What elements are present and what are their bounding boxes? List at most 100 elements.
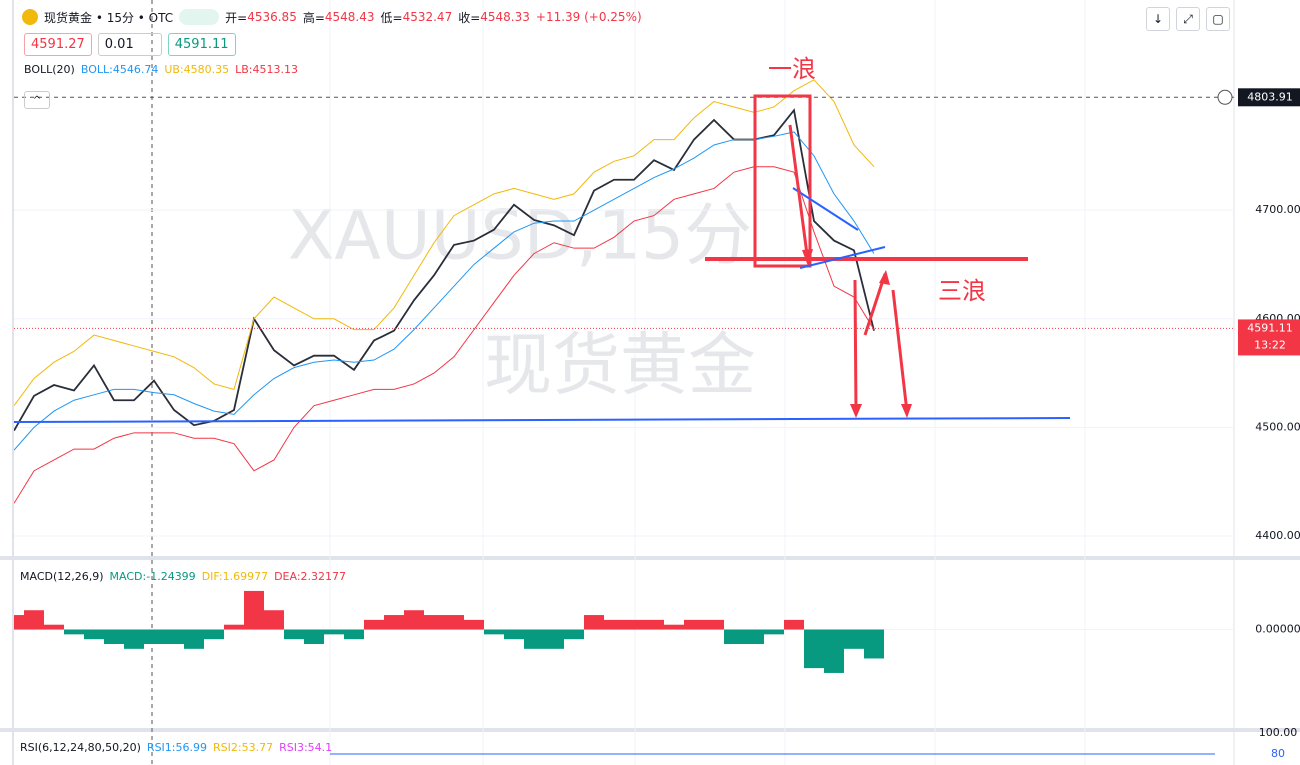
ohlc-value: 4536.85 xyxy=(247,10,297,24)
series-line xyxy=(14,131,875,451)
last-price: 4591.11 xyxy=(1247,321,1293,334)
price-pane xyxy=(14,79,1234,537)
drawings xyxy=(13,94,1071,423)
y-tick-label: 4500.00 xyxy=(1255,420,1300,433)
histogram-bar xyxy=(784,619,804,630)
histogram-bar xyxy=(14,615,24,630)
histogram-bar xyxy=(104,629,124,644)
legend-text: UB:4580.35 xyxy=(164,63,230,76)
last-price-tag xyxy=(1238,319,1300,356)
macd-legend: MACD(12,26,9) MACD:-1.24399 DIF:1.69977 … xyxy=(20,570,352,583)
y-tick-label: 100.00 xyxy=(1259,726,1298,739)
histogram-bar xyxy=(764,629,784,635)
crosshair-price: 4803.91 xyxy=(1247,90,1293,103)
y-tick-label: 4400.00 xyxy=(1255,529,1300,542)
ohlc-value: 4532.47 xyxy=(402,10,453,24)
histogram-bar xyxy=(124,629,144,649)
crosshair-plus xyxy=(1217,89,1233,105)
quantity-input[interactable]: 0.01 xyxy=(97,33,162,56)
histogram-bar xyxy=(384,615,404,630)
ohlc-label: 开= xyxy=(225,10,248,25)
left-border xyxy=(12,0,14,765)
histogram-bar xyxy=(664,624,684,630)
countdown: 13:22 xyxy=(1254,338,1286,351)
legend-text: LB:4513.13 xyxy=(235,63,298,76)
status-pill xyxy=(179,9,220,25)
macd-pane xyxy=(14,590,1234,673)
trade-row: 4591.27 0.01 4591.11 xyxy=(24,33,242,56)
histogram-bar xyxy=(44,624,64,630)
histogram-bar xyxy=(524,629,544,649)
legend-text: MACD(12,26,9) xyxy=(20,570,104,583)
legend-text: DEA:2.32177 xyxy=(274,570,347,583)
series-line xyxy=(14,166,875,504)
histogram-bar xyxy=(284,629,304,640)
histogram-bar xyxy=(224,624,244,630)
download-button[interactable]: ↓ xyxy=(1146,7,1170,31)
annotation: 三浪 xyxy=(938,277,986,305)
boll-legend: BOLL(20) BOLL:4546.74 UB:4580.35 LB:4513… xyxy=(24,63,304,76)
y-tick-label: 4700.00 xyxy=(1255,203,1300,216)
ohlc-label: 收= xyxy=(458,10,481,25)
histogram-bar xyxy=(824,629,844,673)
histogram-bar xyxy=(164,629,184,644)
ohlc-label: 低= xyxy=(380,10,403,25)
ohlc-value: 4548.33 xyxy=(480,10,530,24)
ohlc-label: 高= xyxy=(302,10,325,25)
header-row: 现货黄金 • 15分 • OTC 开= 4536.85 高= 4548.43 低= 4… xyxy=(22,8,648,26)
histogram-bar xyxy=(864,629,884,659)
histogram-bar xyxy=(804,629,824,669)
legend-text: RSI(6,12,24,80,50,20) xyxy=(20,741,141,754)
legend-text: RSI3:54.1 xyxy=(279,741,333,754)
histogram-bar xyxy=(24,610,44,630)
histogram-bar xyxy=(644,619,664,630)
histogram-bar xyxy=(84,629,104,640)
histogram-bar xyxy=(64,629,84,635)
legend-text: RSI2:53.77 xyxy=(213,741,274,754)
histogram-bar xyxy=(724,629,744,644)
pane-separator xyxy=(0,728,1300,732)
legend-text: BOLL:4546.74 xyxy=(80,63,159,76)
histogram-bar xyxy=(244,590,264,630)
series-line xyxy=(14,108,875,432)
histogram-bar xyxy=(184,629,204,649)
histogram-bar xyxy=(544,629,564,649)
legend-text: DIF:1.69977 xyxy=(201,570,269,583)
histogram-bar xyxy=(264,610,284,630)
legend-text: RSI1:56.99 xyxy=(146,741,207,754)
y-tick-label: 80 xyxy=(1271,747,1285,760)
fullscreen-button[interactable]: ⤢ xyxy=(1176,7,1200,31)
collapse-button[interactable]: ^ xyxy=(24,91,50,109)
y-tick-label: 0.00000 xyxy=(1255,623,1300,636)
histogram-bar xyxy=(204,629,224,640)
histogram-bar xyxy=(364,619,384,630)
vertical-grid xyxy=(329,0,1086,765)
histogram-bar xyxy=(304,629,324,644)
series-line xyxy=(14,79,875,406)
histogram-bar xyxy=(324,629,344,635)
pane-separator xyxy=(0,556,1300,560)
histogram-bar xyxy=(564,629,584,640)
histogram-bar xyxy=(464,619,484,630)
window-button[interactable]: ▢ xyxy=(1206,7,1230,31)
histogram-bar xyxy=(444,615,464,630)
rsi-legend: RSI(6,12,24,80,50,20) RSI1:56.99 RSI2:53… xyxy=(20,741,338,754)
symbol-icon xyxy=(22,9,38,25)
histogram-bar xyxy=(344,629,364,640)
axes: 4400.00 4500.00 4600.00 4700.00 4803.91 4591.… xyxy=(330,88,1300,760)
legend-text: BOLL(20) xyxy=(24,63,75,76)
histogram-bar xyxy=(704,619,724,630)
histogram-bar xyxy=(144,629,164,644)
histogram-bar xyxy=(584,615,604,630)
change: +11.39 (+0.25%) xyxy=(535,10,642,24)
histogram-bar xyxy=(424,615,444,630)
symbol[interactable]: 现货黄金 • 15分 • OTC xyxy=(44,10,174,25)
sell-button[interactable]: 4591.27 xyxy=(24,33,92,56)
watermark: 现货黄金 xyxy=(484,327,756,406)
buy-button[interactable]: 4591.11 xyxy=(167,33,236,56)
ohlc-value: 4548.43 xyxy=(324,10,375,24)
histogram-bar xyxy=(844,629,864,649)
histogram-bar xyxy=(404,610,424,630)
